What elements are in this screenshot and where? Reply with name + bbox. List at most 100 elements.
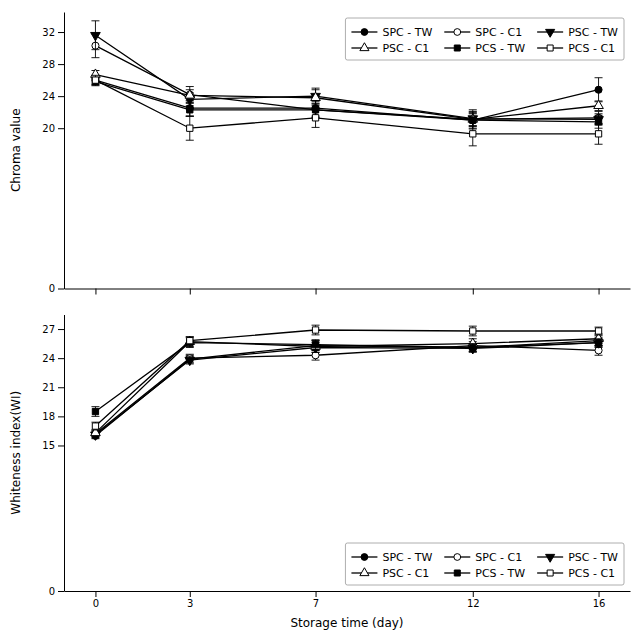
legend-swatch-marker xyxy=(454,45,460,51)
panel: 020242832Chroma valueSPC - TWSPC - C1PSC… xyxy=(9,13,631,295)
legend-label: PCS - TW xyxy=(475,42,525,55)
x-tick-mark xyxy=(190,591,191,597)
y-tick-mark xyxy=(58,64,64,65)
series xyxy=(91,338,602,417)
error-bar xyxy=(469,344,477,352)
y-tick: 24 xyxy=(42,91,64,102)
legend-swatch-marker xyxy=(361,29,368,36)
error-bar xyxy=(186,116,194,140)
y-tick-mark xyxy=(58,32,64,33)
legend-label: PSC - C1 xyxy=(382,567,429,580)
series xyxy=(91,69,604,129)
x-tick-label: 12 xyxy=(467,598,480,609)
legend-entry: PCS - TW xyxy=(444,567,525,580)
y-tick: 27 xyxy=(42,324,64,335)
marker xyxy=(311,92,321,100)
x-tick: 0 xyxy=(93,591,99,609)
series xyxy=(91,75,602,146)
legend-label: SPC - C1 xyxy=(475,551,522,564)
y-tick: 18 xyxy=(42,411,64,422)
y-tick-mark xyxy=(58,329,64,330)
legend-entry: PCS - C1 xyxy=(537,567,615,580)
marker xyxy=(594,340,604,348)
error-bar xyxy=(186,338,194,348)
marker xyxy=(469,116,476,123)
y-tick-label: 18 xyxy=(42,411,55,422)
legend-label: PCS - C1 xyxy=(568,42,615,55)
error-bar xyxy=(595,101,603,111)
error-bar xyxy=(91,76,99,84)
legend-swatch-marker xyxy=(360,568,369,576)
legend-swatch-marker xyxy=(361,554,368,561)
legend-entry: PSC - C1 xyxy=(351,42,429,55)
marker xyxy=(595,328,601,334)
legend-entry: SPC - TW xyxy=(351,551,432,564)
legend-swatch-marker xyxy=(454,554,461,561)
marker xyxy=(312,115,318,121)
legend-swatch-marker xyxy=(547,570,553,576)
legend-label: PSC - C1 xyxy=(382,42,429,55)
legend-entry: SPC - C1 xyxy=(444,551,522,564)
series-line xyxy=(95,343,598,435)
y-tick-mark xyxy=(58,128,64,129)
y-axis-line xyxy=(64,315,65,592)
error-bar xyxy=(312,341,320,351)
x-tick xyxy=(473,289,474,295)
error-bar xyxy=(186,337,194,345)
legend-entry: SPC - C1 xyxy=(444,26,522,39)
error-bar xyxy=(186,103,194,116)
x-tick-label: 3 xyxy=(187,598,193,609)
marker xyxy=(185,90,195,98)
y-tick: 0 xyxy=(49,283,64,294)
x-tick-mark xyxy=(190,289,191,295)
series xyxy=(91,342,602,438)
y-tick: 24 xyxy=(42,353,64,364)
error-bar xyxy=(595,123,603,144)
error-bar xyxy=(312,340,320,350)
y-tick-label: 27 xyxy=(42,324,55,335)
legend-swatch-marker xyxy=(546,29,555,37)
legend-entry: SPC - TW xyxy=(351,26,432,39)
marker xyxy=(470,131,476,137)
error-bar xyxy=(469,326,477,336)
y-tick-label: 21 xyxy=(42,382,55,393)
error-bar xyxy=(595,339,603,347)
x-axis: 0371216 xyxy=(65,591,631,609)
error-bar xyxy=(469,122,477,146)
y-tick-mark xyxy=(58,96,64,97)
marker xyxy=(469,344,476,351)
y-tick: 32 xyxy=(42,27,64,38)
error-bar xyxy=(91,78,99,86)
error-bar xyxy=(91,75,99,85)
x-tick-mark xyxy=(599,591,600,597)
marker xyxy=(187,338,193,344)
y-tick-label: 15 xyxy=(42,440,55,451)
y-tick-mark xyxy=(58,591,64,592)
chart: 020242832Chroma valueSPC - TWSPC - C1PSC… xyxy=(0,0,644,639)
x-tick xyxy=(316,289,317,295)
series-line xyxy=(95,75,598,120)
legend-label: PCS - TW xyxy=(475,567,525,580)
legend-entry: PSC - C1 xyxy=(351,567,429,580)
marker xyxy=(594,100,604,108)
y-tick-label: 32 xyxy=(42,27,55,38)
error-bar xyxy=(595,327,603,335)
y-tick: 15 xyxy=(42,440,64,451)
error-bar xyxy=(595,114,603,125)
y-tick: 0 xyxy=(49,586,64,597)
marker xyxy=(92,408,98,414)
marker xyxy=(312,352,319,359)
legend-entry: PCS - TW xyxy=(444,42,525,55)
marker xyxy=(187,125,193,131)
x-tick-mark xyxy=(316,591,317,597)
legend-swatch-marker xyxy=(454,29,461,36)
legend-label: PCS - C1 xyxy=(568,567,615,580)
marker xyxy=(92,77,98,83)
legend-box xyxy=(345,543,624,585)
y-tick-mark xyxy=(58,387,64,388)
panel: 037121601518212427Whiteness index(WI)Sto… xyxy=(9,315,631,630)
x-tick xyxy=(599,289,600,295)
legend-label: SPC - TW xyxy=(382,551,432,564)
error-bar xyxy=(469,344,477,352)
y-tick-label: 0 xyxy=(49,586,55,597)
